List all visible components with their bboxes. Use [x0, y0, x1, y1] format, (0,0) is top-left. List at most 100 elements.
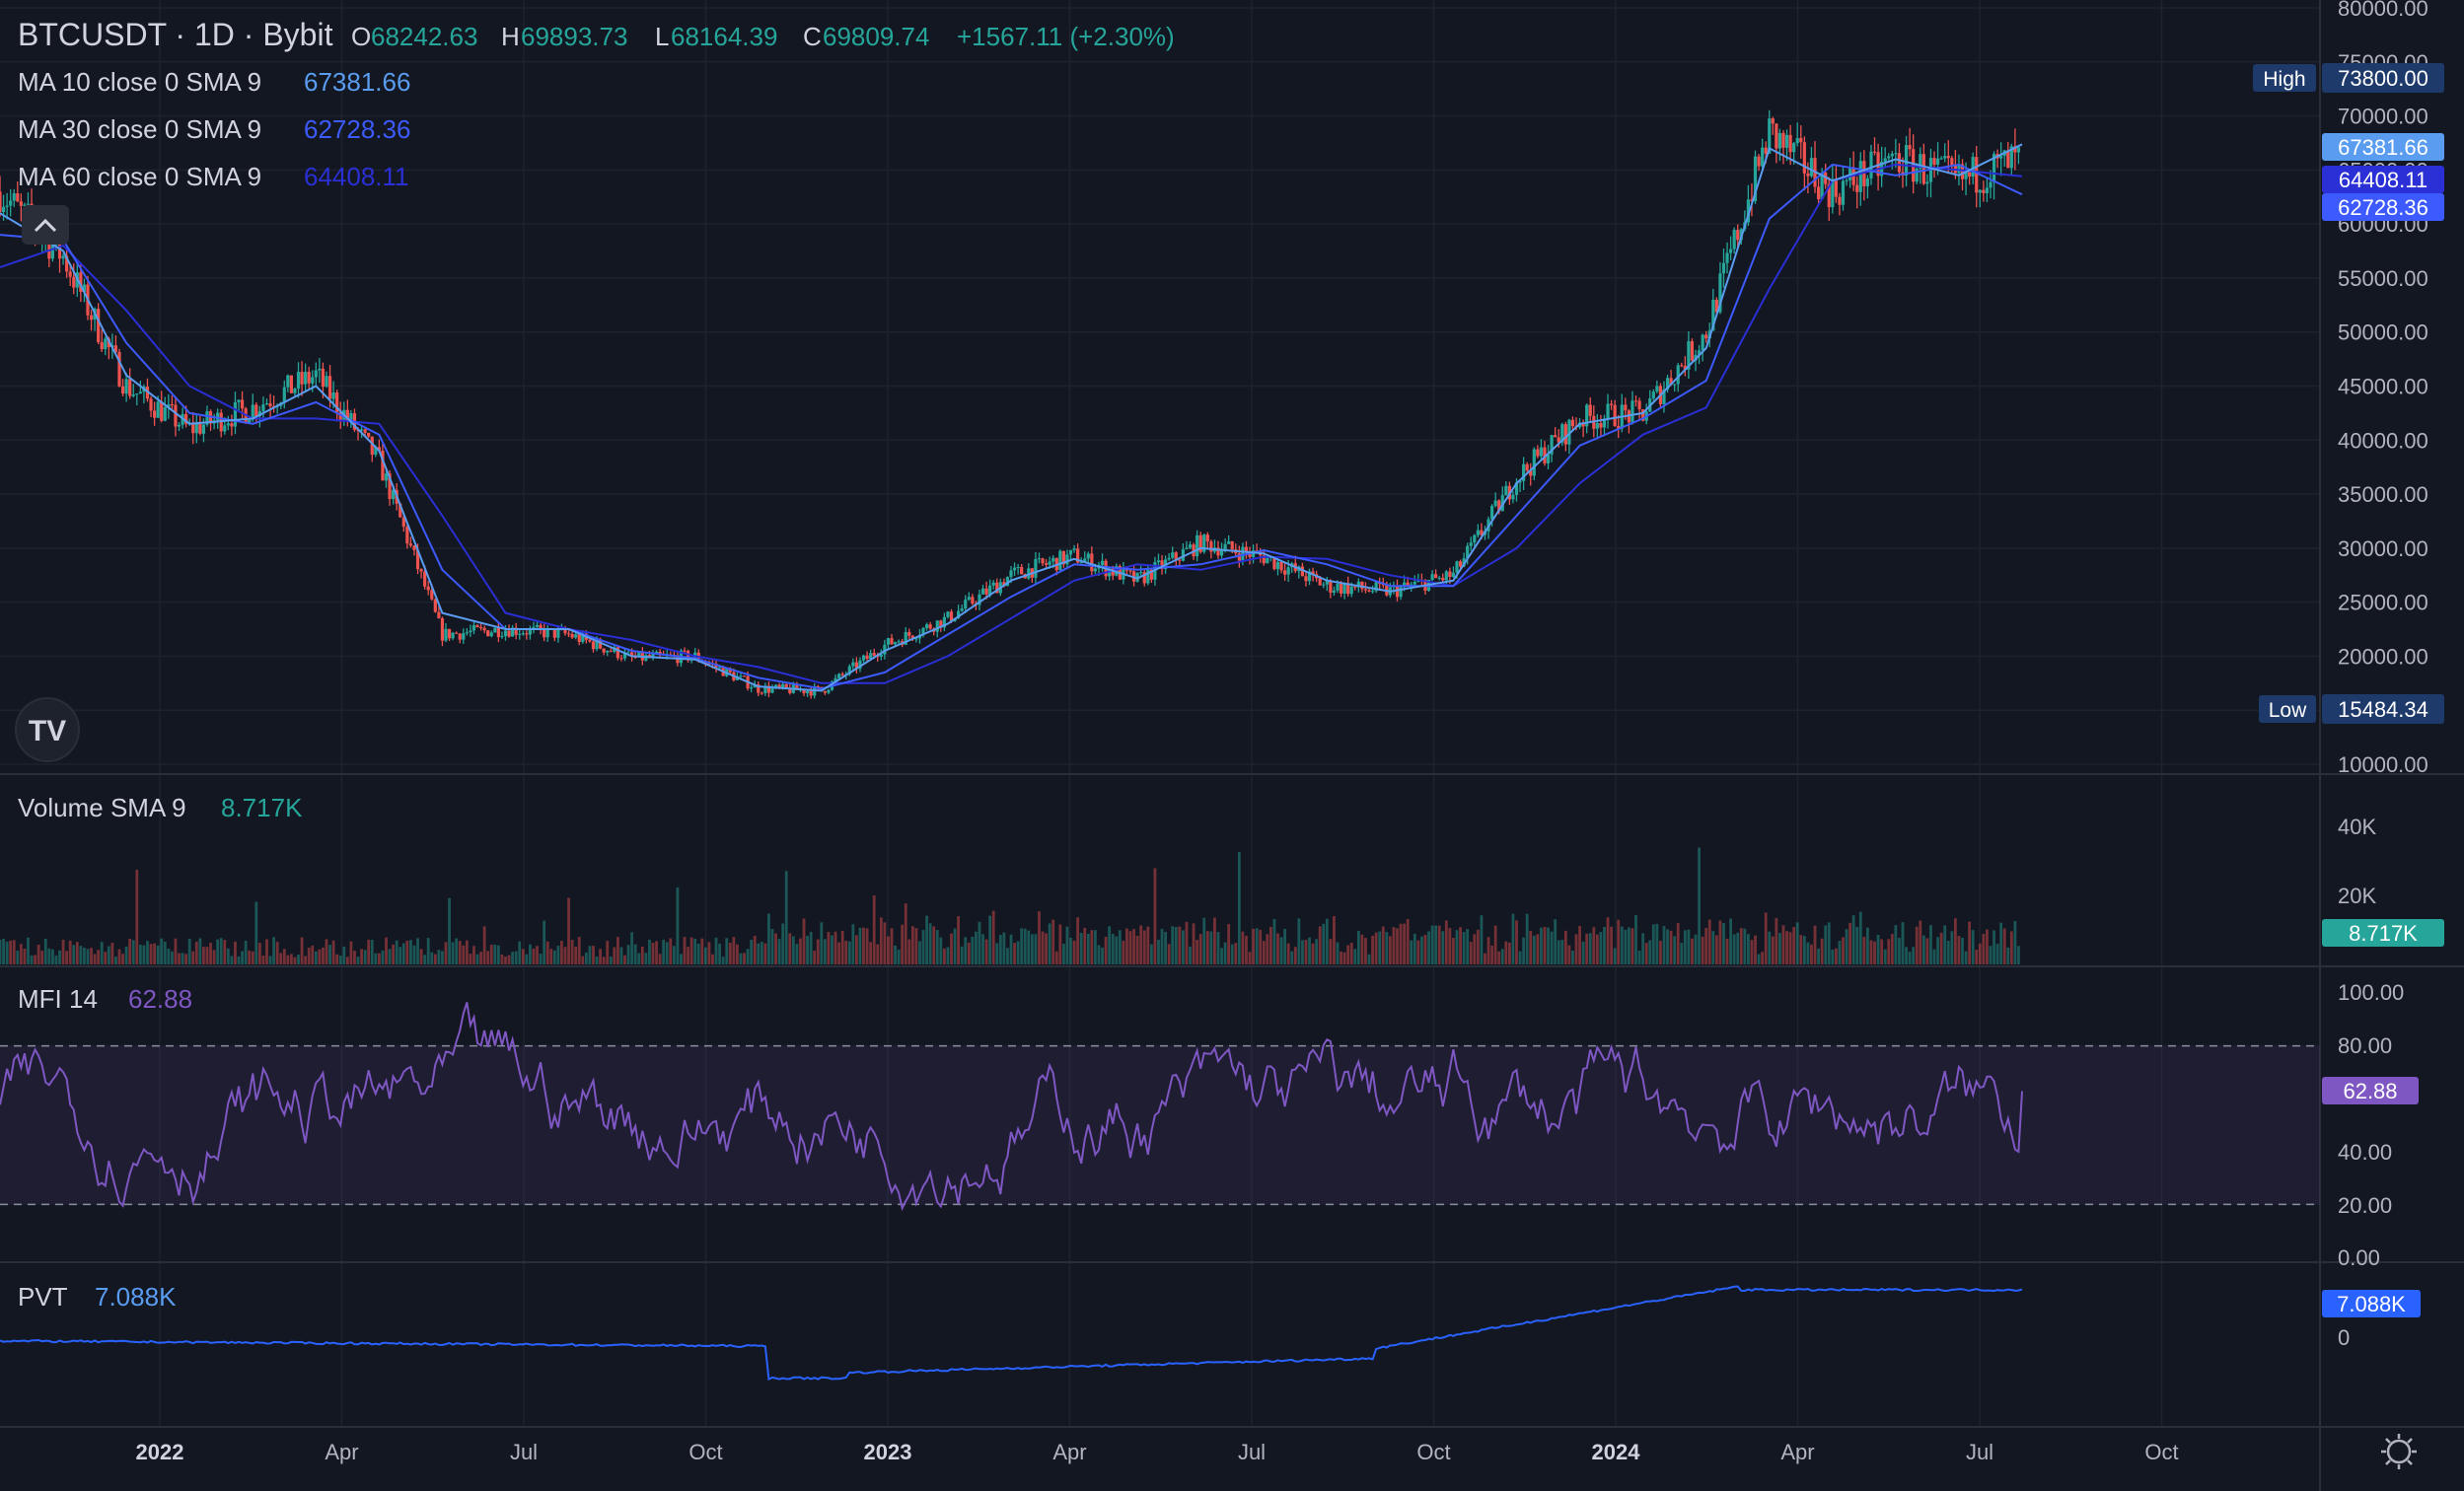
volume-bar	[950, 933, 953, 964]
pvt-line[interactable]	[0, 1285, 2023, 1382]
ma10-line[interactable]	[0, 143, 2023, 692]
volume-bar	[1259, 929, 1263, 964]
volume-bar	[1651, 924, 1655, 964]
mfi-axis[interactable]: 100.00 80.00 40.00 20.00 0.00 62.88	[2322, 980, 2419, 1270]
candle-body	[455, 632, 459, 634]
volume-bar	[1698, 847, 1701, 964]
candle-body	[500, 636, 504, 638]
volume-bar	[1104, 937, 1108, 964]
candle-body	[1356, 581, 1360, 588]
volume-bar	[1353, 949, 1357, 964]
volume-pane-label[interactable]: Volume SMA 9	[18, 793, 186, 822]
time-axis[interactable]: 2022 Apr Jul Oct 2023 Apr Jul Oct 2024 Apr Jul Oct	[136, 1440, 2179, 1464]
volume-bar	[1198, 934, 1202, 964]
volume-bar	[1729, 918, 1733, 964]
price-axis[interactable]: 80000.0075000.0070000.0065000.0060000.00…	[2338, 0, 2428, 777]
candle-body	[591, 641, 596, 650]
volume-bar	[1315, 939, 1319, 964]
volume-bar	[90, 948, 93, 964]
candle-body	[1311, 571, 1315, 575]
candle-body	[545, 628, 549, 638]
volume-bar	[767, 913, 770, 964]
volume-bar	[1248, 952, 1252, 964]
volume-bar	[50, 949, 54, 964]
volume-bar	[34, 955, 36, 964]
volume-bar	[307, 947, 311, 964]
candle-body	[433, 599, 437, 612]
tradingview-logo[interactable]: TV	[15, 697, 80, 762]
ohlc-close-label: C	[803, 22, 822, 51]
volume-bar	[93, 954, 97, 964]
volume-bar	[928, 923, 932, 964]
volume-bar	[1185, 921, 1189, 964]
candle-body	[1539, 447, 1544, 457]
volume-bar	[655, 941, 658, 964]
volume-bar	[1111, 933, 1115, 964]
volume-bar	[9, 940, 13, 964]
candle-body	[205, 411, 209, 425]
candle-body	[1876, 152, 1880, 177]
candle-body	[282, 387, 286, 403]
ma60-line[interactable]	[0, 163, 2023, 684]
volume-bar	[1557, 940, 1560, 964]
candle-body	[1704, 334, 1708, 339]
volume-bar	[1599, 932, 1603, 964]
candle-body	[475, 625, 479, 628]
volume-bar	[163, 941, 167, 964]
mfi-line[interactable]	[0, 1002, 2023, 1212]
candle-body	[117, 351, 121, 387]
price-tick-label: 50000.00	[2338, 320, 2428, 345]
candle-body	[1100, 560, 1105, 566]
candle-body	[1178, 559, 1182, 561]
volume-axis[interactable]: 40K 20K 8.717K	[2322, 815, 2444, 947]
candle-body	[1939, 158, 1943, 160]
ohlc-change-value: +1567.11 (+2.30%)	[957, 22, 1175, 51]
volume-bar	[1045, 933, 1048, 964]
mfi-tick-80: 80.00	[2338, 1033, 2392, 1058]
candle-body	[1971, 157, 1975, 178]
candle-body	[415, 549, 420, 570]
volume-bar	[289, 954, 293, 964]
pvt-axis[interactable]: 7.088K 0	[2322, 1290, 2421, 1350]
price-candles[interactable]	[0, 109, 2021, 699]
ma30-line[interactable]	[0, 163, 2023, 690]
volume-bar	[1230, 944, 1234, 964]
volume-bar	[1399, 923, 1403, 964]
candle-body	[921, 627, 925, 635]
pvt-pane-label[interactable]: PVT	[18, 1282, 68, 1312]
ma-legend[interactable]: MA 10 close 0 SMA 9 67381.66 MA 30 close…	[18, 67, 410, 191]
volume-bar	[1603, 926, 1606, 964]
volume-bar	[448, 897, 451, 964]
volume-bar	[1290, 951, 1294, 964]
volume-bar	[1890, 934, 1894, 964]
volume-bar	[23, 948, 27, 964]
candle-body	[1002, 582, 1006, 587]
candle-body	[1683, 365, 1687, 370]
ma60-legend-label[interactable]: MA 60 close 0 SMA 9	[18, 162, 261, 191]
mfi-pane-label[interactable]: MFI 14	[18, 984, 98, 1014]
candle-body	[588, 639, 592, 642]
settings-button[interactable]	[2381, 1434, 2417, 1469]
volume-bar	[872, 894, 876, 964]
ohlc-low-value: 68164.39	[671, 22, 777, 51]
volume-bar	[644, 953, 648, 964]
candle-body	[1005, 577, 1010, 587]
volume-bar	[469, 954, 472, 964]
ma30-legend-label[interactable]: MA 30 close 0 SMA 9	[18, 114, 261, 144]
candle-body	[879, 654, 883, 657]
volume-bars[interactable]	[0, 847, 2020, 964]
ma60-price-badge: 64408.11	[2339, 168, 2428, 192]
ma10-legend-label[interactable]: MA 10 close 0 SMA 9	[18, 67, 261, 97]
volume-bar	[1413, 933, 1416, 964]
volume-bar	[381, 951, 385, 964]
candle-body	[465, 632, 469, 634]
volume-bar	[1410, 940, 1413, 964]
pvt-pane-value: 7.088K	[95, 1282, 177, 1312]
volume-bar	[342, 946, 346, 964]
candle-body	[1128, 570, 1132, 572]
candle-body	[1525, 463, 1529, 471]
collapse-legend-button[interactable]	[22, 205, 69, 245]
candle-body	[248, 419, 252, 423]
volume-bar	[897, 949, 901, 964]
